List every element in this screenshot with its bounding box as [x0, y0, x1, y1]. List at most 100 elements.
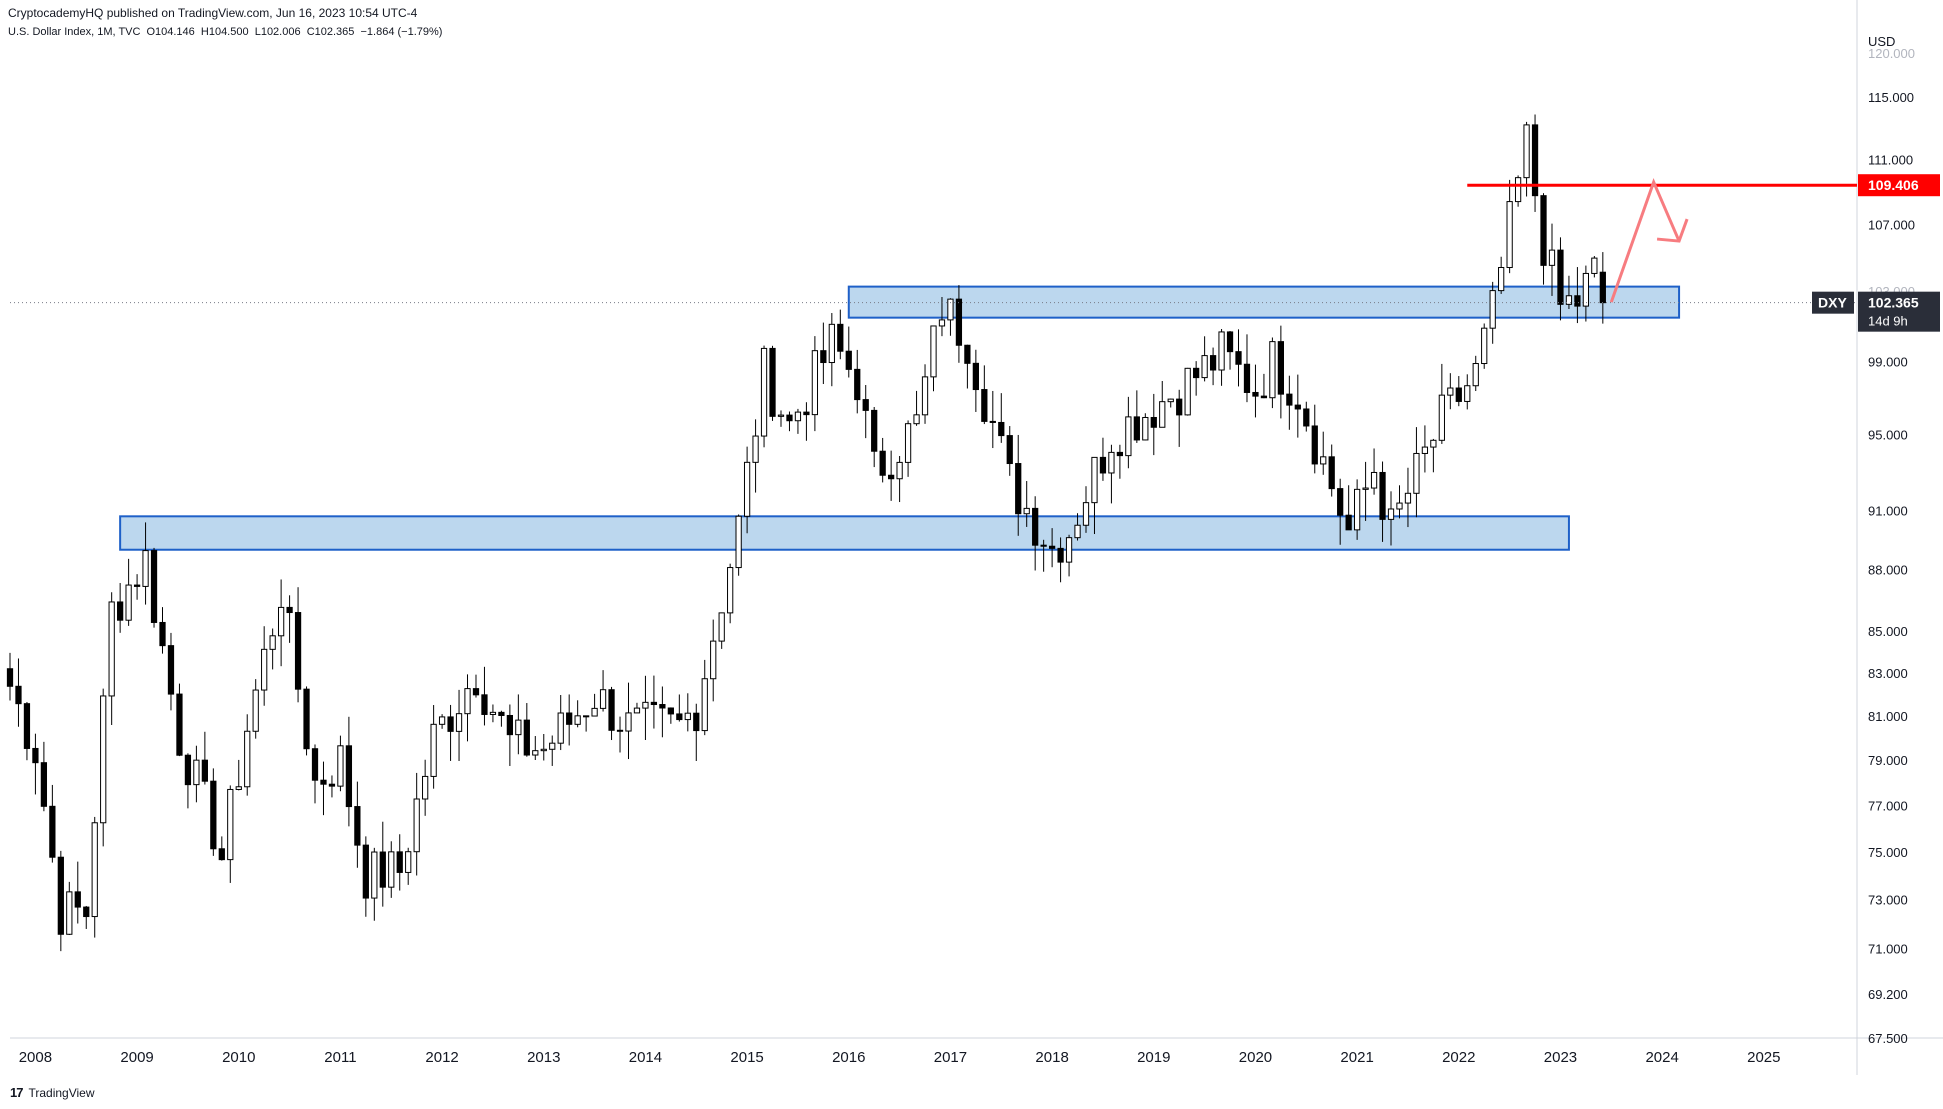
- candle: [1481, 323, 1488, 369]
- tradingview-brand: TradingView: [28, 1085, 95, 1100]
- candle-body: [1040, 544, 1047, 547]
- time-tick: 2014: [629, 1049, 662, 1066]
- time-axis[interactable]: 2008 2009 2010 2011 2012 2013 2014 2015 2016 2017…: [19, 1049, 1781, 1066]
- candle-body: [311, 748, 319, 781]
- candle: [955, 285, 963, 363]
- candle: [100, 688, 107, 847]
- candle-body: [464, 688, 471, 715]
- candle-body: [1591, 257, 1598, 274]
- candle: [150, 547, 158, 628]
- candle-body: [1243, 363, 1251, 393]
- candle-body: [583, 715, 590, 718]
- candle: [303, 686, 310, 756]
- candle-body: [676, 713, 683, 721]
- candle: [1243, 334, 1251, 403]
- candle-body: [1489, 290, 1496, 329]
- candle: [693, 703, 700, 761]
- candle-body: [1294, 404, 1301, 410]
- candle: [862, 385, 869, 439]
- candle: [23, 702, 31, 761]
- candle-body: [354, 806, 361, 846]
- candle: [1337, 478, 1344, 545]
- candle-body: [1057, 547, 1064, 563]
- candle: [269, 628, 276, 670]
- candle: [1032, 496, 1039, 571]
- candle-body: [515, 719, 522, 736]
- candle: [1023, 481, 1030, 527]
- candle-body: [337, 745, 344, 787]
- symbol-badge: [1812, 291, 1854, 314]
- candle-body: [1150, 416, 1157, 428]
- candle: [489, 704, 497, 723]
- candle: [244, 714, 251, 796]
- candle: [74, 861, 81, 924]
- candle: [1404, 467, 1412, 528]
- candle-body: [1481, 327, 1488, 365]
- candle-body: [1303, 408, 1310, 427]
- candle: [1413, 427, 1420, 518]
- candle: [616, 716, 624, 753]
- candle: [760, 345, 768, 448]
- candle: [1303, 401, 1310, 432]
- price-tick: 88.000: [1868, 563, 1908, 578]
- candle-body: [201, 759, 208, 782]
- candle: [921, 364, 929, 424]
- price-tick: 107.000: [1868, 217, 1915, 232]
- candle-body: [235, 786, 242, 790]
- candle: [1548, 223, 1556, 296]
- candle: [91, 816, 98, 938]
- candle: [684, 693, 691, 732]
- candle-body: [1116, 451, 1124, 457]
- candle: [1362, 461, 1369, 521]
- candle: [930, 325, 937, 392]
- candle-body: [972, 362, 979, 391]
- candle-body: [743, 461, 751, 517]
- candle: [1498, 256, 1505, 294]
- candle-body: [879, 450, 886, 476]
- candle-body: [447, 716, 454, 732]
- candle-body: [718, 612, 725, 642]
- candle-body: [1531, 124, 1539, 197]
- candle-body: [896, 461, 903, 480]
- candle-body: [218, 848, 225, 861]
- candle-body: [23, 703, 31, 749]
- candle-body: [854, 368, 861, 401]
- price-tick: 83.000: [1868, 666, 1908, 681]
- candle: [1015, 434, 1022, 536]
- price-tick: 85.000: [1868, 624, 1908, 639]
- candle: [998, 393, 1005, 443]
- candle: [1218, 328, 1225, 386]
- candle-body: [1582, 272, 1590, 307]
- candle: [1116, 444, 1124, 479]
- candle: [1226, 330, 1234, 370]
- candle: [1472, 355, 1479, 392]
- candle: [1294, 374, 1301, 438]
- candle: [354, 781, 361, 868]
- candle-body: [1523, 124, 1530, 179]
- candle-body: [481, 694, 488, 715]
- symbol-info-line: U.S. Dollar Index, 1M, TVC O104.146 H104…: [8, 26, 442, 38]
- candle-body: [752, 435, 759, 463]
- candle: [447, 704, 454, 761]
- candle-body: [261, 648, 268, 691]
- candle: [540, 733, 547, 761]
- candle: [311, 744, 319, 804]
- candle-body: [57, 856, 64, 935]
- price-axis[interactable]: USD120.000115.000111.000107.000103.00099…: [1812, 34, 1940, 1046]
- candle-body: [1404, 492, 1412, 504]
- candle: [1252, 364, 1259, 418]
- candle: [1464, 374, 1471, 410]
- candle: [786, 411, 793, 432]
- candle-body: [1226, 331, 1234, 353]
- candle-body: [981, 389, 988, 422]
- candle: [794, 408, 802, 434]
- candle-body: [362, 844, 369, 899]
- candle: [362, 836, 369, 917]
- candle-body: [1565, 295, 1573, 305]
- time-tick: 2008: [19, 1049, 52, 1066]
- candle-body: [125, 584, 132, 621]
- candle: [845, 326, 852, 378]
- candle: [659, 686, 666, 738]
- candle: [972, 349, 979, 412]
